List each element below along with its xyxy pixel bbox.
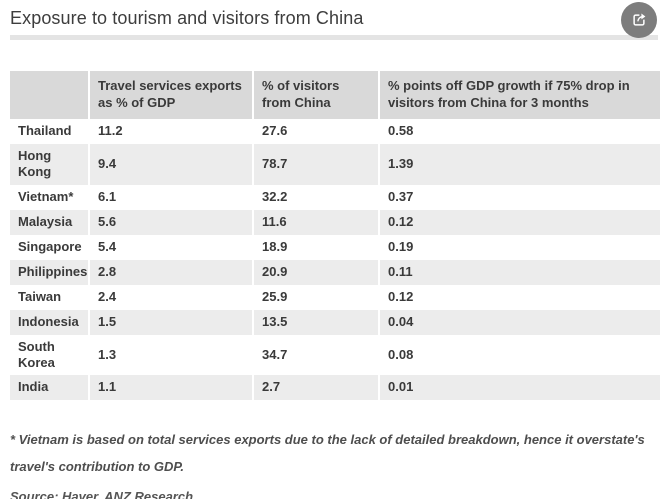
exports-cell: 1.1	[88, 375, 252, 400]
exposure-table: Travel services exports as % of GDP % of…	[10, 71, 660, 400]
table-row: Singapore 5.4 18.9 0.19	[10, 234, 660, 260]
gdp-impact-cell: 0.01	[378, 375, 660, 400]
gdp-impact-cell: 0.19	[378, 234, 660, 260]
country-cell: Indonesia	[10, 309, 88, 335]
gdp-impact-cell: 0.08	[378, 334, 660, 375]
country-cell: Thailand	[10, 119, 88, 144]
gdp-impact-cell: 0.11	[378, 259, 660, 285]
exports-cell: 5.6	[88, 209, 252, 235]
country-cell: Taiwan	[10, 284, 88, 310]
visitors-cell: 78.7	[252, 144, 378, 185]
table-row: Vietnam* 6.1 32.2 0.37	[10, 184, 660, 210]
page-title: Exposure to tourism and visitors from Ch…	[10, 8, 364, 28]
visitors-cell: 13.5	[252, 309, 378, 335]
share-button[interactable]	[621, 2, 657, 38]
exports-cell: 2.8	[88, 259, 252, 285]
visitors-cell: 27.6	[252, 119, 378, 144]
visitors-cell: 32.2	[252, 184, 378, 210]
col-header-gdp-impact: % points off GDP growth if 75% drop in v…	[378, 71, 660, 119]
exports-cell: 2.4	[88, 284, 252, 310]
visitors-cell: 11.6	[252, 209, 378, 235]
col-header-visitors: % of visitors from China	[252, 71, 378, 119]
col-header-country	[10, 71, 88, 119]
gdp-impact-cell: 0.58	[378, 119, 660, 144]
visitors-cell: 34.7	[252, 334, 378, 375]
country-cell: South Korea	[10, 334, 88, 375]
table-row: Thailand 11.2 27.6 0.58	[10, 119, 660, 144]
exports-cell: 11.2	[88, 119, 252, 144]
share-export-icon	[630, 11, 648, 29]
gdp-impact-cell: 0.12	[378, 284, 660, 310]
source-line: Source: Haver, ANZ Research	[10, 488, 194, 499]
table-row: India 1.1 2.7 0.01	[10, 375, 660, 400]
country-cell: Vietnam*	[10, 184, 88, 210]
table-header-row: Travel services exports as % of GDP % of…	[10, 71, 660, 119]
table-row: Hong Kong 9.4 78.7 1.39	[10, 144, 660, 185]
country-cell: Philippines	[10, 259, 88, 285]
country-cell: Singapore	[10, 234, 88, 260]
table-row: Malaysia 5.6 11.6 0.12	[10, 209, 660, 235]
table-row: Taiwan 2.4 25.9 0.12	[10, 284, 660, 310]
country-cell: India	[10, 375, 88, 400]
visitors-cell: 20.9	[252, 259, 378, 285]
exports-cell: 1.3	[88, 334, 252, 375]
visitors-cell: 2.7	[252, 375, 378, 400]
gdp-impact-cell: 1.39	[378, 144, 660, 185]
title-divider	[10, 35, 658, 40]
gdp-impact-cell: 0.12	[378, 209, 660, 235]
country-cell: Hong Kong	[10, 144, 88, 185]
footnote: * Vietnam is based on total services exp…	[10, 432, 645, 475]
exports-cell: 1.5	[88, 309, 252, 335]
exports-cell: 5.4	[88, 234, 252, 260]
table-row: South Korea 1.3 34.7 0.08	[10, 334, 660, 375]
visitors-cell: 25.9	[252, 284, 378, 310]
gdp-impact-cell: 0.37	[378, 184, 660, 210]
table-row: Philippines 2.8 20.9 0.11	[10, 259, 660, 285]
country-cell: Malaysia	[10, 209, 88, 235]
table-row: Indonesia 1.5 13.5 0.04	[10, 309, 660, 335]
exports-cell: 9.4	[88, 144, 252, 185]
col-header-exports: Travel services exports as % of GDP	[88, 71, 252, 119]
gdp-impact-cell: 0.04	[378, 309, 660, 335]
visitors-cell: 18.9	[252, 234, 378, 260]
exports-cell: 6.1	[88, 184, 252, 210]
